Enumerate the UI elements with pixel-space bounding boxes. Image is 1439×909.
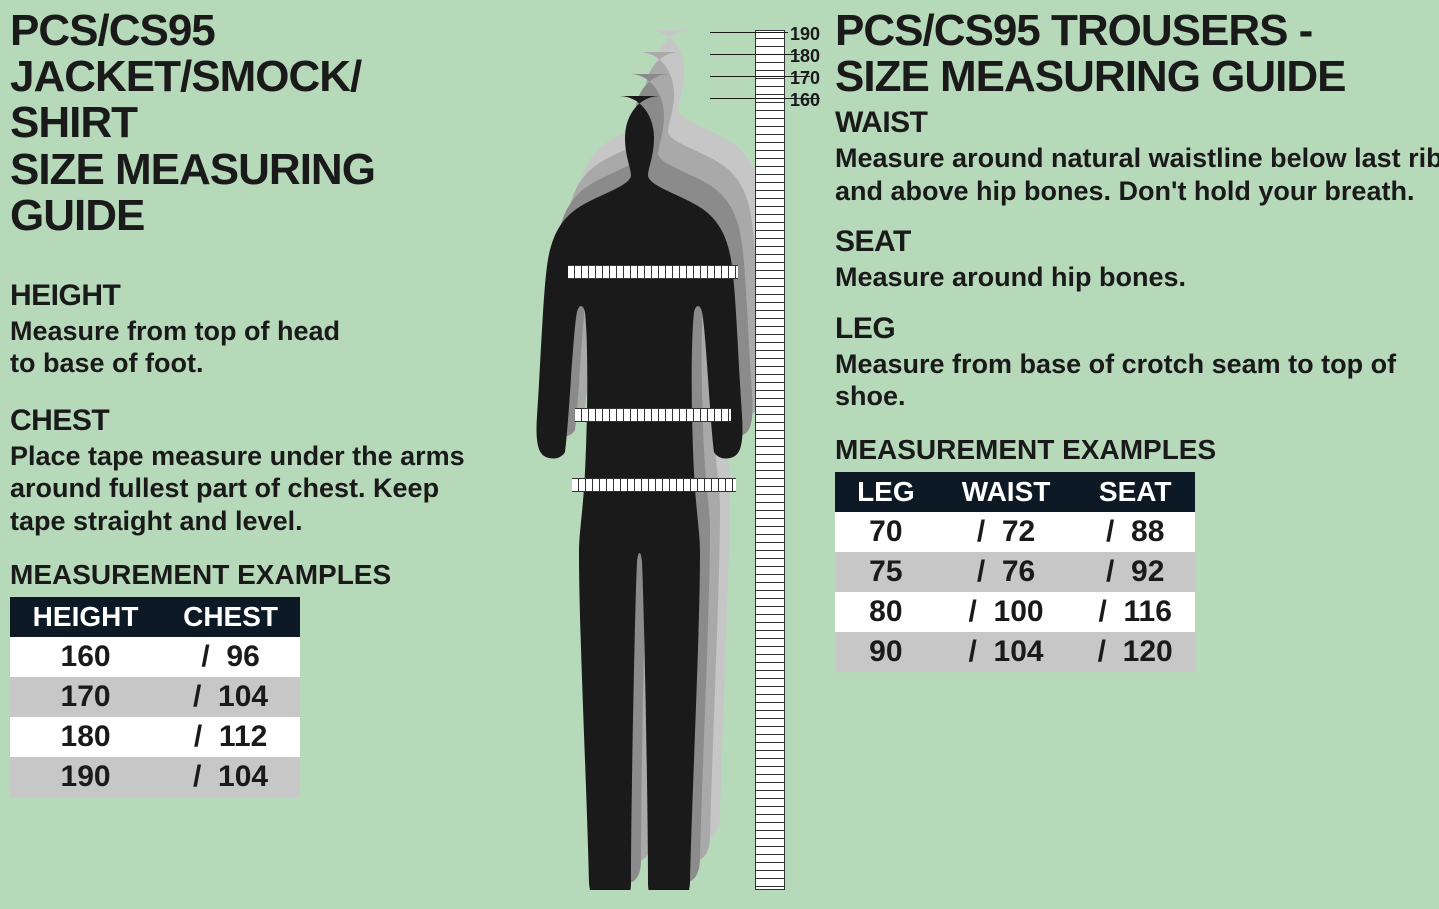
height-line-180 xyxy=(710,54,800,55)
table-row: 190 / 104 xyxy=(10,757,300,797)
col-chest: CHEST xyxy=(161,597,300,637)
height-heading: HEIGHT xyxy=(10,279,490,313)
col-waist: WAIST xyxy=(937,472,1076,512)
leg-text: Measure from base of crotch seam to top … xyxy=(835,348,1439,413)
leg-heading: LEG xyxy=(835,312,1439,346)
table-row: 70 / 72 / 88 xyxy=(835,512,1195,552)
seat-text: Measure around hip bones. xyxy=(835,261,1439,293)
jacket-guide: PCS/CS95 JACKET/SMOCK/ SHIRT SIZE MEASUR… xyxy=(10,0,490,797)
seat-heading: SEAT xyxy=(835,225,1439,259)
height-marker-160: 160 xyxy=(790,90,820,111)
height-line-190 xyxy=(710,32,788,33)
waist-heading: WAIST xyxy=(835,106,1439,140)
table-row: 180 / 112 xyxy=(10,717,300,757)
table-row: 75 / 76 / 92 xyxy=(835,552,1195,592)
waist-section: WAIST Measure around natural waistline b… xyxy=(835,106,1439,207)
height-ruler xyxy=(755,30,785,890)
right-examples-label: MEASUREMENT EXAMPLES xyxy=(835,434,1439,466)
trousers-title: PCS/CS95 TROUSERS - SIZE MEASURING GUIDE xyxy=(835,8,1439,100)
height-marker-190: 190 xyxy=(790,24,820,45)
height-marker-180: 180 xyxy=(790,46,820,67)
table-row: 90 / 104 / 120 xyxy=(835,632,1195,672)
hip-tape xyxy=(572,478,736,492)
height-text: Measure from top of head to base of foot… xyxy=(10,315,490,380)
jacket-title: PCS/CS95 JACKET/SMOCK/ SHIRT SIZE MEASUR… xyxy=(10,8,490,239)
figure-panel: 190 180 170 160 xyxy=(480,0,840,909)
seat-section: SEAT Measure around hip bones. xyxy=(835,225,1439,293)
left-examples-label: MEASUREMENT EXAMPLES xyxy=(10,559,490,591)
col-seat: SEAT xyxy=(1075,472,1195,512)
trousers-table: LEG WAIST SEAT 70 / 72 / 88 75 / 76 / 92… xyxy=(835,472,1195,672)
body-silhouette: 190 180 170 160 xyxy=(500,30,820,890)
height-marker-170: 170 xyxy=(790,68,820,89)
chest-section: CHEST Place tape measure under the arms … xyxy=(10,404,490,537)
waist-text: Measure around natural waistline below l… xyxy=(835,142,1439,207)
trousers-guide: PCS/CS95 TROUSERS - SIZE MEASURING GUIDE… xyxy=(835,0,1439,672)
jacket-table: HEIGHT CHEST 160 / 96 170 / 104 180 / 11… xyxy=(10,597,300,797)
leg-section: LEG Measure from base of crotch seam to … xyxy=(835,312,1439,413)
table-row: 80 / 100 / 116 xyxy=(835,592,1195,632)
table-row: 160 / 96 xyxy=(10,637,300,677)
table-row: 170 / 104 xyxy=(10,677,300,717)
chest-heading: CHEST xyxy=(10,404,490,438)
chest-tape xyxy=(568,265,738,279)
col-leg: LEG xyxy=(835,472,937,512)
col-height: HEIGHT xyxy=(10,597,161,637)
height-section: HEIGHT Measure from top of head to base … xyxy=(10,279,490,380)
waist-tape xyxy=(575,408,731,422)
chest-text: Place tape measure under the arms around… xyxy=(10,440,490,537)
